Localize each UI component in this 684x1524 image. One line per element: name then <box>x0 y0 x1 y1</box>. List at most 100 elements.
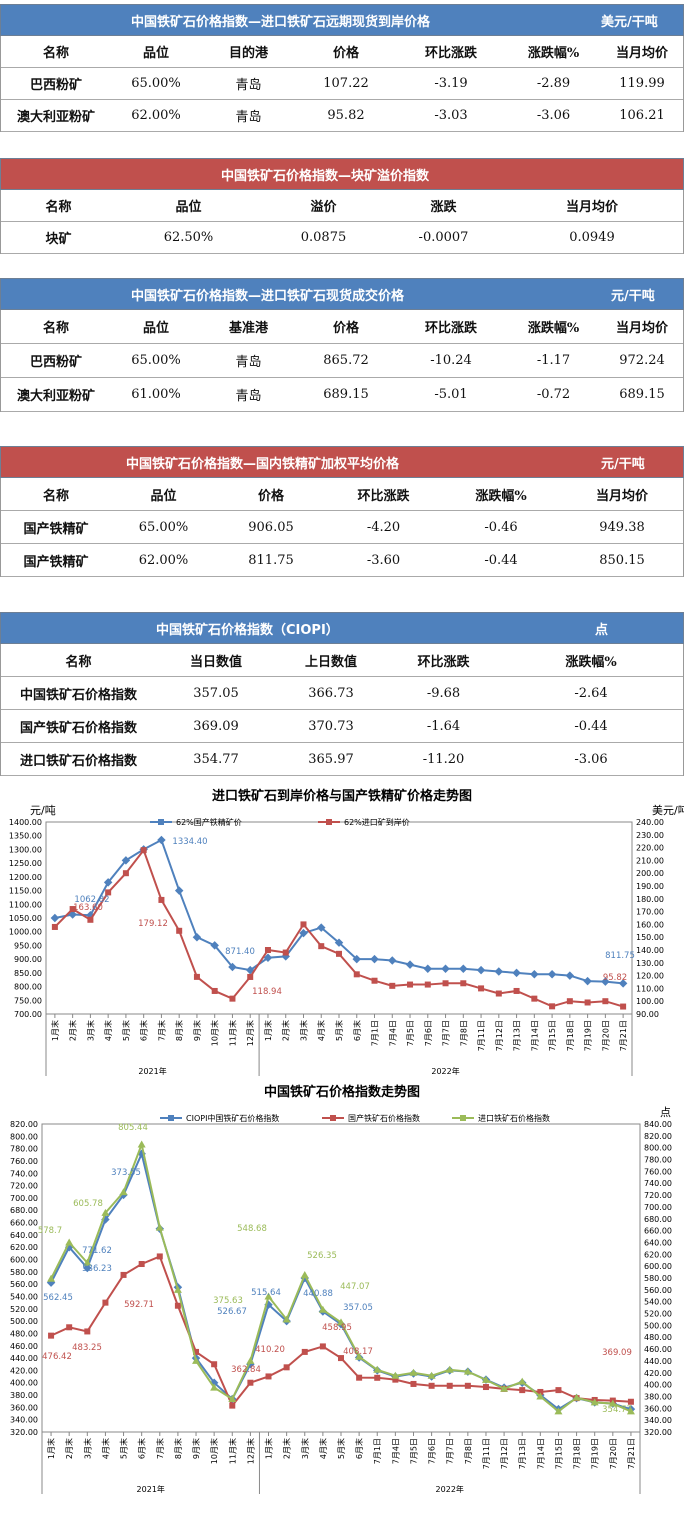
y2-tick-label: 240.00 <box>636 818 664 827</box>
y2-tick-label: 740.00 <box>644 1179 672 1188</box>
table-row: 中国铁矿石价格指数 357.05 366.73 -9.68 -2.64 <box>1 677 683 710</box>
table-cell: 689.15 <box>619 387 665 402</box>
x-tick-label: 7月末 <box>156 1020 166 1041</box>
legend-marker <box>326 819 332 825</box>
column-header: 目的港 <box>228 46 268 61</box>
y2-tick-label: 500.00 <box>644 1321 672 1330</box>
x-tick-label: 8月末 <box>173 1438 183 1459</box>
column-header: 环比涨跌 <box>357 488 410 504</box>
table-cell: -2.64 <box>574 685 608 701</box>
year-label: 2021年 <box>137 1484 165 1494</box>
x-tick-label: 7月21日 <box>627 1438 636 1469</box>
table-header: 中国铁矿石价格指数—进口铁矿石现货成交价格 元/干吨 <box>0 278 684 310</box>
data-point <box>247 1379 254 1386</box>
data-point <box>409 1368 418 1376</box>
data-point <box>513 987 520 994</box>
table-row: 进口铁矿石价格指数 354.77 365.97 -11.20 -3.06 <box>1 743 683 776</box>
x-tick-label: 3月末 <box>298 1020 308 1041</box>
y-tick-label: 850.00 <box>14 969 42 978</box>
table-body: 名称 品位 目的港 价格 环比涨跌 涨跌幅% 当月均价 巴西粉矿 65.00% 青岛 107.22 -… <box>0 36 684 132</box>
y2-axis-label: 点 <box>660 1106 671 1119</box>
data-label: 163.60 <box>73 903 103 913</box>
data-point <box>138 1261 145 1268</box>
y2-tick-label: 100.00 <box>636 997 664 1006</box>
data-label: 592.71 <box>124 1300 154 1310</box>
table-cell: 进口铁矿石价格指数 <box>19 753 137 769</box>
table-cell: 0.0875 <box>300 230 347 245</box>
x-tick-label: 12月末 <box>245 1438 255 1464</box>
y2-tick-label: 780.00 <box>644 1156 672 1165</box>
table-cell: 61.00% <box>131 387 181 402</box>
y-tick-label: 750.00 <box>14 996 42 1005</box>
x-tick-label: 11月末 <box>227 1020 237 1046</box>
data-point <box>445 1365 454 1373</box>
data-point <box>446 1382 453 1389</box>
table-body: 名称 品位 基准港 价格 环比涨跌 涨跌幅% 当月均价 巴西粉矿 65.00% 青岛 865.72 -… <box>0 310 684 412</box>
y2-tick-label: 160.00 <box>636 920 664 929</box>
data-point <box>299 928 308 938</box>
data-label: 375.63 <box>213 1296 243 1306</box>
data-point <box>83 1258 92 1266</box>
table-cell: 95.82 <box>327 108 365 123</box>
x-tick-label: 7月5日 <box>406 1020 415 1046</box>
data-label: 578.7 <box>38 1226 62 1236</box>
table-cell: -9.68 <box>426 685 461 701</box>
column-header: 环比涨跌 <box>424 321 477 336</box>
data-point <box>334 938 344 947</box>
table-row: 澳大利亚粉矿 62.00% 青岛 95.82 -3.03 -3.06 106.21 <box>1 100 683 132</box>
y-tick-label: 540.00 <box>10 1292 38 1301</box>
column-header: 名称 <box>42 321 69 336</box>
table-cell: 0.0949 <box>569 230 615 245</box>
y-tick-label: 950.00 <box>14 941 42 950</box>
table-cell: 906.05 <box>248 519 294 535</box>
y2-tick-label: 120.00 <box>636 972 664 981</box>
data-point <box>388 956 397 965</box>
data-point <box>602 998 609 1005</box>
table-cell: 689.15 <box>323 387 369 402</box>
legend-label: 国产铁矿石价格指数 <box>348 1113 420 1123</box>
table-row: 块矿 62.50% 0.0875 -0.0007 0.0949 <box>1 222 683 254</box>
data-point <box>627 1398 634 1405</box>
table-cell: -0.72 <box>536 387 571 402</box>
table-cell: 青岛 <box>235 110 262 125</box>
y2-tick-label: 320.00 <box>644 1428 672 1437</box>
table-cell: -3.60 <box>366 552 401 568</box>
data-point <box>373 1365 382 1373</box>
x-tick-label: 1月末 <box>46 1438 56 1459</box>
data-point <box>263 953 273 963</box>
data-point <box>371 977 378 984</box>
x-tick-label: 7月12日 <box>500 1438 509 1469</box>
table-cell: 澳大利亚粉矿 <box>16 110 95 125</box>
table-cell: 青岛 <box>235 355 262 370</box>
x-tick-label: 8月末 <box>174 1020 184 1041</box>
y2-tick-label: 150.00 <box>636 933 664 942</box>
y-tick-label: 460.00 <box>10 1342 38 1351</box>
column-header: 上日数值 <box>304 654 357 670</box>
data-point <box>301 1348 308 1355</box>
y-tick-label: 740.00 <box>10 1169 38 1178</box>
table-cell: -0.44 <box>484 552 518 568</box>
legend-marker <box>158 819 164 825</box>
table-cell: -0.44 <box>574 718 608 734</box>
table-cell: 106.21 <box>619 108 665 123</box>
table-header-row: 名称 品位 目的港 价格 环比涨跌 涨跌幅% 当月均价 <box>1 36 683 68</box>
data-point <box>584 999 591 1006</box>
data-point <box>355 1352 364 1360</box>
y-axis-label: 元/吨 <box>30 804 56 817</box>
x-tick-label: 7月18日 <box>573 1438 582 1469</box>
table-cell: -10.24 <box>430 353 472 368</box>
y2-tick-label: 110.00 <box>636 984 664 993</box>
x-tick-label: 6月末 <box>137 1438 147 1459</box>
year-label: 2022年 <box>431 1066 459 1076</box>
data-point <box>229 995 236 1002</box>
column-header: 当月均价 <box>615 321 668 336</box>
x-tick-label: 7月8日 <box>464 1438 473 1464</box>
x-tick-label: 4月末 <box>318 1438 328 1459</box>
table-cell: 62.00% <box>131 108 181 123</box>
data-label: 526.35 <box>307 1251 337 1261</box>
data-label: 548.68 <box>237 1224 267 1234</box>
column-header: 涨跌 <box>430 200 457 215</box>
data-label: 458.95 <box>322 1323 352 1333</box>
x-tick-label: 2月末 <box>281 1020 291 1041</box>
table-cell: 国产铁精矿 <box>23 521 89 537</box>
